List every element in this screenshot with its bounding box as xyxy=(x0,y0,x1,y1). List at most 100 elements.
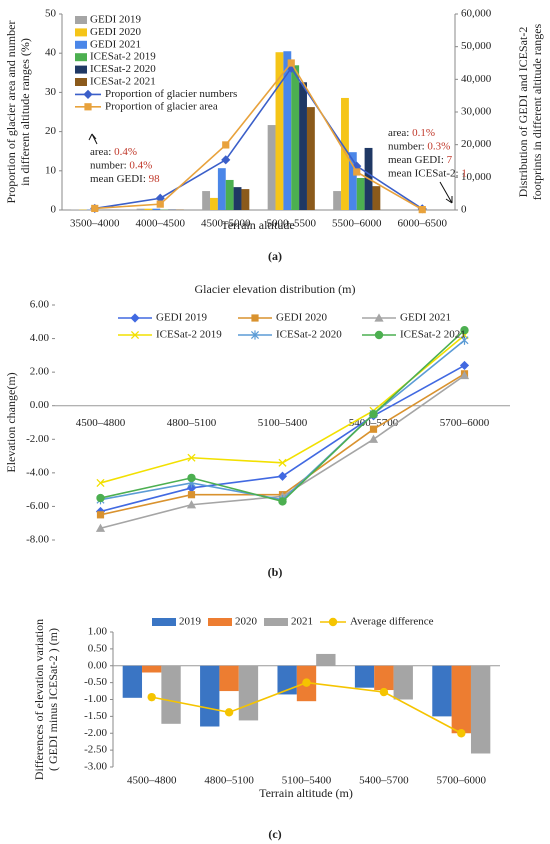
x-tick-label: 5700–6000 xyxy=(437,775,487,787)
y2-tick-label: 20,000 xyxy=(461,138,492,150)
bar xyxy=(161,665,181,724)
bar xyxy=(341,97,349,210)
y-axis-label: Differences of elevation variation xyxy=(32,619,46,780)
y-tick-label: 6.00 xyxy=(30,299,50,311)
point xyxy=(96,493,105,503)
point xyxy=(457,729,466,738)
y-tick-label: 0.00 xyxy=(30,399,50,411)
y-tick-label: 0.00 xyxy=(88,659,108,671)
y-tick-label: -0.50 xyxy=(84,676,107,688)
y-tick-label: 2.00 xyxy=(30,366,50,378)
point xyxy=(187,473,196,483)
bar xyxy=(210,197,218,210)
bar xyxy=(470,665,491,754)
legend-label: GEDI 2021 xyxy=(90,38,141,50)
annotation: number: 0.3% xyxy=(388,140,450,152)
point xyxy=(186,500,197,509)
bar xyxy=(451,665,471,734)
arrow xyxy=(439,181,453,204)
bar xyxy=(152,208,161,210)
point xyxy=(96,478,105,487)
y-axis-label: Proportion of glacier area and number xyxy=(4,21,18,204)
legend-label: ICESat-2 2020 xyxy=(90,63,156,75)
annotation: area: 0.1% xyxy=(388,127,435,139)
bar xyxy=(225,179,234,210)
legend-swatch xyxy=(75,40,87,49)
x-tick-label: 5500–6000 xyxy=(332,218,382,230)
legend-marker xyxy=(83,89,93,99)
x-tick-label: 3500–4000 xyxy=(70,218,120,230)
annotation-key: number: xyxy=(388,140,425,152)
legend-marker xyxy=(251,314,259,322)
point xyxy=(369,425,378,433)
line xyxy=(94,66,423,210)
legend-swatch xyxy=(75,28,87,37)
point xyxy=(221,155,231,165)
annotation: mean GEDI: 98 xyxy=(90,173,160,185)
x-tick-label: 5000–5500 xyxy=(267,218,317,230)
y-tick-label: -3.00 xyxy=(84,761,107,773)
y-tick-label: -1.50 xyxy=(84,710,107,722)
legend-label: ICESat-2 2020 xyxy=(276,329,342,341)
y2-tick-label: 40,000 xyxy=(461,73,492,85)
annotation-key: number: xyxy=(90,159,127,171)
annotation-key: mean GEDI: xyxy=(388,154,444,166)
bar xyxy=(219,665,239,692)
legend-swatch xyxy=(264,618,288,626)
y-tick-label: -1.00 xyxy=(84,693,107,705)
bar xyxy=(291,65,300,210)
legend-label: GEDI 2019 xyxy=(156,312,208,324)
x-tick-label: 5100–5400 xyxy=(282,775,332,787)
y-tick-label: -2.00 xyxy=(26,433,49,445)
annotation-key: area: xyxy=(388,127,409,139)
legend-label: GEDI 2019 xyxy=(90,14,142,26)
legend-label: ICESat-2 2019 xyxy=(90,51,156,63)
arrow xyxy=(88,133,98,145)
bar xyxy=(356,177,365,210)
y-tick-label: 0 xyxy=(51,204,57,216)
y2-tick-label: 30,000 xyxy=(461,106,492,118)
y-axis-label: Distribution of GEDI and ICESat-2 xyxy=(516,27,530,198)
bar xyxy=(277,665,297,695)
bar xyxy=(238,665,259,721)
y-tick-label: -8.00 xyxy=(26,534,49,546)
bar xyxy=(241,189,250,210)
y-axis-label: in different altitude ranges (%) xyxy=(18,38,32,186)
bar xyxy=(354,665,375,688)
y-tick-label: 4.00 xyxy=(30,332,50,344)
annotation-key: mean GEDI: xyxy=(90,173,146,185)
point xyxy=(460,335,469,345)
legend-label: 2020 xyxy=(235,616,258,628)
annotation-value: 1 xyxy=(461,167,467,179)
legend-swatch xyxy=(208,618,232,626)
point xyxy=(368,434,379,443)
panel-label: (c) xyxy=(268,827,281,841)
legend-label: Average difference xyxy=(350,616,434,628)
annotation-value: 0.4% xyxy=(114,146,137,158)
point xyxy=(96,511,105,519)
x-tick-label: 4500–4800 xyxy=(127,775,177,787)
bar xyxy=(136,208,145,210)
bar xyxy=(333,191,342,210)
legend-marker xyxy=(84,103,92,111)
bar xyxy=(348,152,357,210)
point xyxy=(302,678,311,687)
point xyxy=(353,168,361,176)
legend-swatch xyxy=(152,618,176,626)
point xyxy=(459,360,470,371)
bar xyxy=(200,665,220,727)
x-axis-label: Terrain altitude (m) xyxy=(259,786,353,800)
chart-title: Glacier elevation distribution (m) xyxy=(195,282,356,296)
point xyxy=(187,491,196,499)
legend-marker xyxy=(328,617,338,627)
bar xyxy=(283,51,292,210)
point xyxy=(369,409,378,419)
annotation-value: 0.4% xyxy=(129,159,152,171)
y-tick-label: 30 xyxy=(45,86,57,98)
panel-label: (b) xyxy=(268,565,283,579)
point xyxy=(147,692,156,702)
bar xyxy=(372,186,381,210)
y-tick-label: 1.00 xyxy=(88,626,108,638)
annotation: mean ICESat-2: 1 xyxy=(388,167,467,179)
